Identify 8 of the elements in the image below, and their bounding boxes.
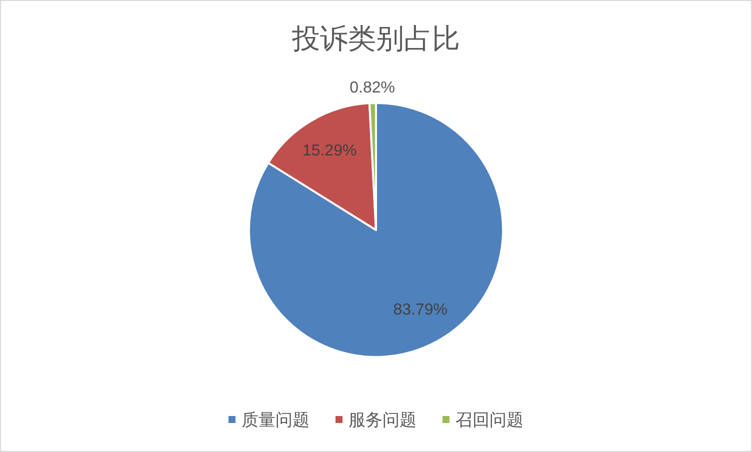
- legend-label: 质量问题: [242, 410, 310, 430]
- data-label: 83.79%: [393, 301, 448, 318]
- pie-slice: [248, 102, 504, 358]
- data-label: 0.82%: [350, 80, 396, 97]
- legend-label: 召回问题: [456, 410, 524, 430]
- legend-label: 服务问题: [348, 410, 416, 430]
- data-label: 15.29%: [302, 142, 357, 160]
- chart-title: 投诉类别占比: [291, 23, 460, 54]
